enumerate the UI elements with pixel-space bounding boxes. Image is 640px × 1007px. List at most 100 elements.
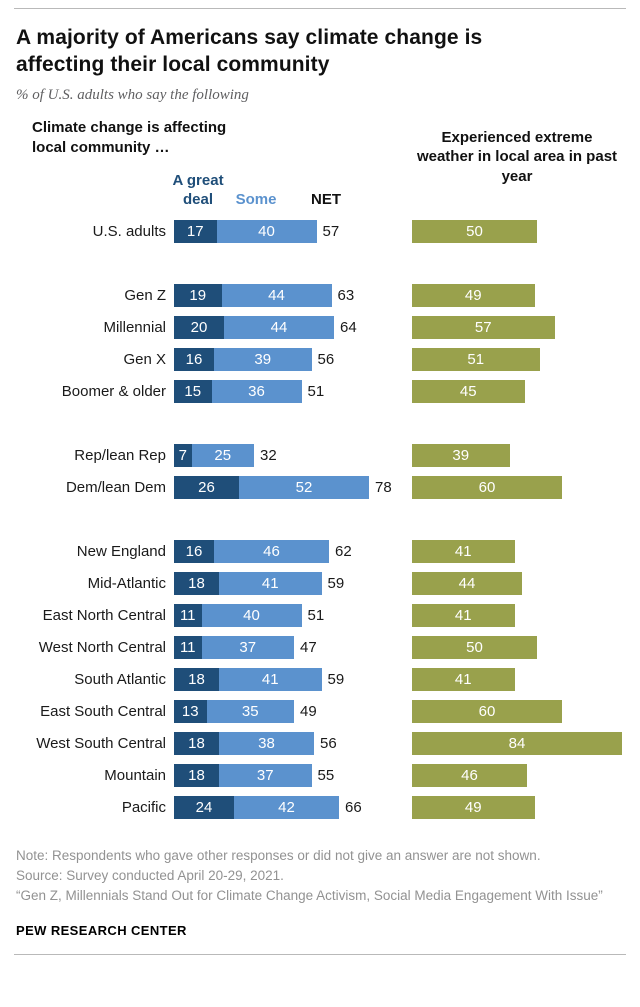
value-extreme-weather: 44 — [458, 575, 476, 593]
stacked-bar: 18 41 59 — [174, 668, 412, 692]
chart-row: Millennial 20 44 64 57 — [14, 312, 626, 344]
weather-bar-area: 60 — [412, 700, 626, 724]
bar-segment-a-great-deal: 16 — [174, 348, 214, 372]
net-value: 64 — [340, 319, 357, 337]
bar-extreme-weather: 45 — [412, 380, 525, 404]
value-extreme-weather: 57 — [474, 319, 492, 337]
bar-segment-a-great-deal: 26 — [174, 476, 239, 500]
weather-bar-area: 41 — [412, 604, 626, 628]
stacked-bar: 11 37 47 — [174, 636, 412, 660]
chart-row: Pacific 24 42 66 49 — [14, 792, 626, 824]
net-value: 49 — [300, 703, 317, 721]
value-extreme-weather: 49 — [464, 799, 482, 817]
right-column-header: Experienced extreme weather in local are… — [416, 128, 618, 185]
legend: A great deal Some NET — [166, 172, 348, 210]
net-value: 59 — [327, 575, 345, 593]
value-extreme-weather: 41 — [454, 607, 472, 625]
chart-row: West North Central 11 37 47 50 — [14, 632, 626, 664]
chart-row: Boomer & older 15 36 51 45 — [14, 376, 626, 408]
bar-segment-some: 41 — [219, 572, 322, 596]
chart-row: Rep/lean Rep 7 25 32 39 — [14, 440, 626, 472]
bar-segment-some: 41 — [219, 668, 322, 692]
bar-extreme-weather: 49 — [412, 796, 535, 820]
stacked-bar: 13 35 49 — [174, 700, 412, 724]
value-extreme-weather: 60 — [478, 479, 496, 497]
row-label: Gen X — [123, 351, 166, 369]
weather-bar-area: 84 — [412, 732, 626, 756]
value-some: 41 — [261, 671, 279, 689]
stacked-bar: 19 44 63 — [174, 284, 412, 308]
chart-row: Dem/lean Dem 26 52 78 60 — [14, 472, 626, 504]
bar-extreme-weather: 41 — [412, 668, 515, 692]
row-label: Millennial — [103, 319, 166, 337]
weather-bar-area: 57 — [412, 316, 626, 340]
bar-segment-a-great-deal: 19 — [174, 284, 222, 308]
value-a-great-deal: 16 — [185, 351, 203, 369]
value-extreme-weather: 41 — [454, 543, 472, 561]
stacked-bar: 18 37 55 — [174, 764, 412, 788]
net-value: 62 — [335, 543, 352, 561]
bar-segment-some: 25 — [191, 444, 254, 468]
chart-row: East North Central 11 40 51 41 — [14, 600, 626, 632]
stacked-bar: 15 36 51 — [174, 380, 412, 404]
net-value: 57 — [322, 223, 340, 241]
top-rule — [14, 8, 626, 9]
bar-extreme-weather: 41 — [412, 540, 515, 564]
value-some: 37 — [239, 639, 257, 657]
bar-segment-some: 52 — [239, 476, 369, 500]
stacked-bar: 18 41 59 — [174, 572, 412, 596]
chart-report-title: “Gen Z, Millennials Stand Out for Climat… — [16, 888, 603, 904]
column-headers: Climate change is affecting local commun… — [14, 118, 626, 212]
group-region: New England 16 46 62 41 Mid-Atlantic 18 41 59 44 E… — [14, 536, 626, 824]
weather-bar-area: 46 — [412, 764, 626, 788]
bar-extreme-weather: 60 — [412, 476, 562, 500]
bar-segment-some: 44 — [221, 284, 332, 308]
row-label: East North Central — [42, 607, 166, 625]
chart-title: A majority of Americans say climate chan… — [16, 26, 483, 76]
value-some: 46 — [263, 543, 280, 561]
bar-segment-some: 36 — [211, 380, 302, 404]
bar-segment-some: 40 — [201, 604, 302, 628]
bar-extreme-weather: 39 — [412, 444, 510, 468]
value-extreme-weather: 46 — [461, 767, 478, 785]
value-a-great-deal: 18 — [188, 735, 205, 753]
bar-segment-a-great-deal: 17 — [174, 220, 217, 244]
weather-bar-area: 44 — [412, 572, 626, 596]
value-some: 38 — [258, 735, 275, 753]
bar-extreme-weather: 46 — [412, 764, 527, 788]
row-label: West South Central — [36, 735, 166, 753]
net-value: 56 — [317, 351, 335, 369]
value-extreme-weather: 39 — [452, 447, 470, 465]
bottom-rule — [14, 954, 626, 956]
bar-extreme-weather: 50 — [412, 636, 537, 660]
chart-row: New England 16 46 62 41 — [14, 536, 626, 568]
row-label: U.S. adults — [92, 223, 166, 241]
legend-some: Some — [235, 191, 277, 208]
rows-host: U.S. adults 17 40 57 50 Gen Z 19 44 63 49 Millenni… — [14, 216, 626, 824]
stacked-bar: 7 25 32 — [174, 444, 412, 468]
bar-segment-a-great-deal: 11 — [174, 604, 202, 628]
weather-bar-area: 39 — [412, 444, 626, 468]
value-a-great-deal: 17 — [186, 223, 204, 241]
value-some: 39 — [254, 351, 272, 369]
chart-row: Mid-Atlantic 18 41 59 44 — [14, 568, 626, 600]
left-column-header: Climate change is affecting local commun… — [32, 118, 227, 156]
pew-research-center-footer: PEW RESEARCH CENTER — [16, 923, 187, 939]
weather-bar-area: 41 — [412, 668, 626, 692]
row-label: Rep/lean Rep — [74, 447, 166, 465]
value-a-great-deal: 18 — [188, 671, 205, 689]
value-a-great-deal: 11 — [179, 607, 196, 625]
bar-segment-a-great-deal: 18 — [174, 572, 219, 596]
chart-row: Mountain 18 37 55 46 — [14, 760, 626, 792]
chart-row: West South Central 18 38 56 84 — [14, 728, 626, 760]
chart-row: Gen Z 19 44 63 49 — [14, 280, 626, 312]
bar-segment-some: 42 — [234, 796, 339, 820]
value-extreme-weather: 41 — [454, 671, 472, 689]
value-some: 25 — [214, 447, 232, 465]
group-party: Rep/lean Rep 7 25 32 39 Dem/lean Dem 26 52 78 60 — [14, 440, 626, 504]
value-a-great-deal: 18 — [188, 575, 205, 593]
weather-bar-area: 45 — [412, 380, 626, 404]
stacked-bar: 26 52 78 — [174, 476, 412, 500]
bar-extreme-weather: 51 — [412, 348, 540, 372]
value-extreme-weather: 51 — [467, 351, 485, 369]
